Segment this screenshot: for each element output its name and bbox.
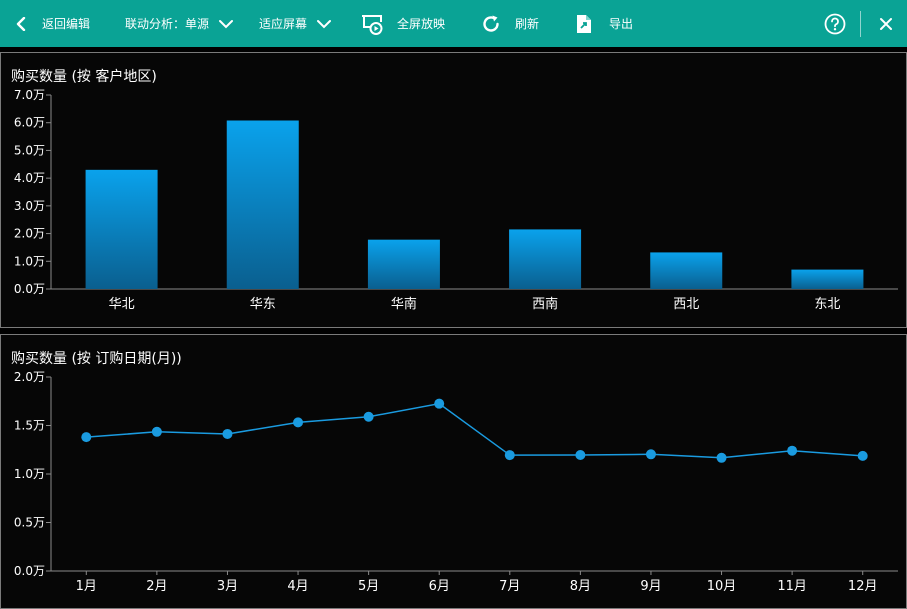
linkage-label: 联动分析：单源 bbox=[125, 17, 210, 31]
data-point bbox=[716, 452, 727, 463]
refresh-icon bbox=[481, 14, 501, 34]
y-tick-label: 0.5万 bbox=[14, 516, 45, 530]
bar bbox=[85, 169, 158, 289]
toolbar: 返回编辑 联动分析：单源 适应屏幕 全屏放映 bbox=[0, 0, 907, 47]
data-point bbox=[504, 450, 515, 461]
help-circle-icon bbox=[824, 13, 846, 35]
y-tick-label: 1.0万 bbox=[14, 254, 45, 268]
x-tick-label: 9月 bbox=[640, 579, 661, 594]
x-tick-label: 华东 bbox=[250, 297, 276, 312]
y-tick-label: 2.0万 bbox=[14, 370, 45, 384]
y-tick-label: 7.0万 bbox=[14, 88, 45, 102]
y-tick-label: 2.0万 bbox=[14, 227, 45, 241]
x-tick-label: 东北 bbox=[814, 297, 840, 312]
fullscreen-button[interactable]: 全屏放映 bbox=[361, 0, 445, 47]
y-tick-label: 4.0万 bbox=[14, 171, 45, 185]
data-point bbox=[434, 398, 445, 409]
x-tick-label: 西南 bbox=[532, 296, 558, 312]
refresh-button[interactable]: 刷新 bbox=[481, 0, 539, 47]
x-tick-label: 3月 bbox=[217, 579, 238, 594]
slideshow-icon bbox=[361, 13, 383, 35]
x-tick-label: 5月 bbox=[358, 579, 379, 594]
fit-screen-dropdown[interactable]: 适应屏幕 bbox=[259, 0, 332, 47]
chart-title: 购买数量 (按 订购日期(月)) bbox=[11, 351, 182, 367]
x-tick-label: 2月 bbox=[146, 579, 167, 594]
close-icon bbox=[879, 17, 893, 31]
bar bbox=[509, 229, 582, 289]
y-tick-label: 6.0万 bbox=[14, 116, 45, 130]
bar bbox=[367, 239, 440, 289]
linkage-dropdown[interactable]: 联动分析：单源 bbox=[125, 0, 234, 47]
chart-title: 购买数量 (按 客户地区) bbox=[11, 69, 157, 85]
x-tick-label: 12月 bbox=[848, 579, 878, 594]
data-point bbox=[293, 417, 304, 428]
chevron-left-icon bbox=[16, 16, 26, 31]
x-tick-label: 6月 bbox=[429, 579, 450, 594]
x-tick-label: 华北 bbox=[109, 297, 135, 312]
x-tick-label: 11月 bbox=[777, 579, 807, 594]
y-tick-label: 1.5万 bbox=[14, 419, 45, 433]
chevron-down-icon bbox=[317, 19, 332, 29]
help-button[interactable] bbox=[824, 0, 846, 47]
fullscreen-label: 全屏放映 bbox=[397, 17, 446, 31]
y-tick-label: 3.0万 bbox=[14, 199, 45, 213]
y-tick-label: 0.0万 bbox=[14, 282, 45, 296]
export-button[interactable]: 导出 bbox=[576, 0, 633, 47]
toolbar-divider bbox=[860, 11, 861, 37]
bar bbox=[226, 120, 299, 289]
data-point bbox=[645, 449, 656, 460]
series-line bbox=[86, 402, 863, 459]
bar bbox=[650, 252, 723, 289]
y-tick-label: 1.0万 bbox=[14, 467, 45, 481]
back-button[interactable]: 返回编辑 bbox=[16, 0, 90, 47]
data-point bbox=[222, 428, 233, 439]
chart-panel-month: 购买数量 (按 订购日期(月)) 0.0万 0.5万 1.0万 1.5万 2.0万 1月 2… bbox=[0, 334, 907, 609]
y-tick-label: 0.0万 bbox=[14, 564, 45, 578]
data-point bbox=[575, 449, 586, 460]
data-point bbox=[787, 445, 798, 456]
data-point bbox=[81, 432, 92, 443]
x-tick-label: 8月 bbox=[570, 579, 591, 594]
x-tick-label: 华南 bbox=[391, 296, 417, 312]
back-label: 返回编辑 bbox=[42, 17, 91, 31]
line-chart: 0.0万 0.5万 1.0万 1.5万 2.0万 1月 2月 3月 4月 5月 6月 7月 8月 9月 10… bbox=[14, 370, 898, 594]
data-point bbox=[857, 450, 868, 461]
fit-screen-label: 适应屏幕 bbox=[259, 17, 308, 31]
x-tick-label: 10月 bbox=[707, 579, 737, 594]
refresh-label: 刷新 bbox=[515, 17, 540, 31]
export-file-icon bbox=[576, 14, 592, 34]
x-tick-label: 4月 bbox=[287, 579, 308, 594]
x-tick-label: 1月 bbox=[76, 579, 97, 594]
y-tick-label: 5.0万 bbox=[14, 143, 45, 157]
x-tick-label: 7月 bbox=[499, 579, 520, 594]
data-point bbox=[151, 426, 162, 437]
x-tick-label: 西北 bbox=[673, 297, 699, 312]
chart-panel-region: 购买数量 (按 客户地区) 0.0万 1.0万 2.0万 3.0万 4.0万 5.0万 6.… bbox=[0, 52, 907, 328]
close-button[interactable] bbox=[879, 0, 893, 47]
bar bbox=[791, 269, 864, 289]
data-point bbox=[363, 411, 374, 422]
export-label: 导出 bbox=[609, 17, 634, 31]
chevron-down-icon bbox=[219, 19, 234, 29]
